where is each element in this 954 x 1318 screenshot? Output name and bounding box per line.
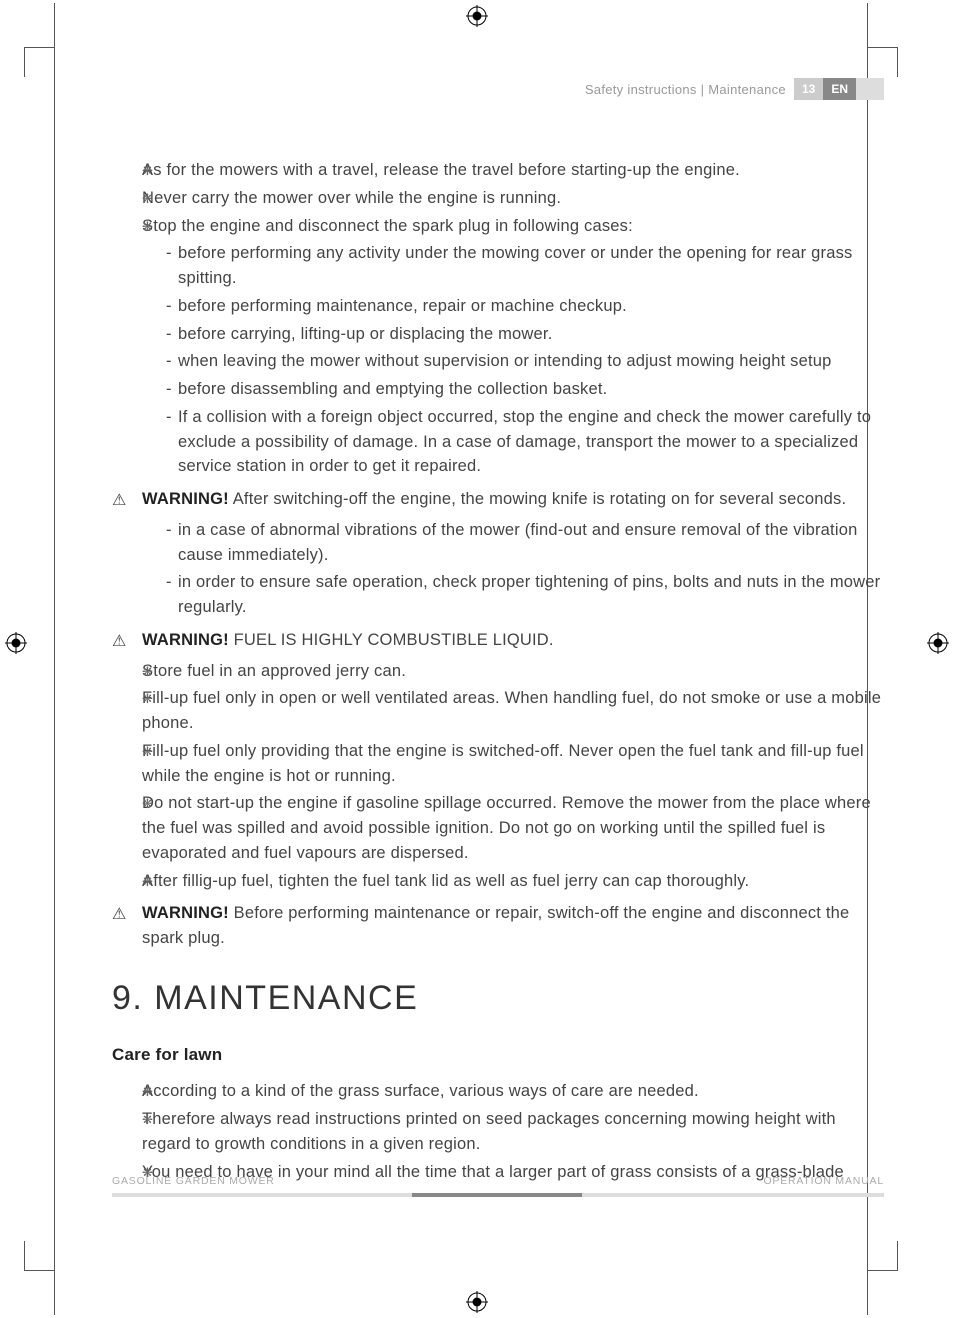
footer-bar bbox=[112, 1193, 884, 1197]
footer-bar-dark bbox=[412, 1193, 582, 1197]
bullet-list-1: As for the mowers with a travel, release… bbox=[112, 158, 884, 238]
list-item: As for the mowers with a travel, release… bbox=[142, 158, 884, 183]
list-item: Store fuel in an approved jerry can. bbox=[142, 659, 884, 684]
warning-icon: ⚠ bbox=[112, 903, 127, 927]
sub-list-1: before performing any activity under the… bbox=[112, 241, 884, 479]
warning-3: ⚠ WARNING! Before performing maintenance… bbox=[112, 901, 884, 951]
crop-mark-br bbox=[868, 1241, 898, 1271]
sub-list-2: in a case of abnormal vibrations of the … bbox=[112, 518, 884, 620]
section-title: 9. MAINTENANCE bbox=[112, 973, 884, 1024]
sub-item: before carrying, lifting-up or displacin… bbox=[166, 322, 884, 347]
header-tail bbox=[856, 78, 884, 100]
page-footer: GASOLINE GARDEN MOWER OPERATION MANUAL bbox=[112, 1175, 884, 1197]
page-header: Safety instructions | Maintenance 13 EN bbox=[112, 78, 884, 100]
list-item: Fill-up fuel only in open or well ventil… bbox=[142, 686, 884, 736]
registration-mark-left bbox=[5, 632, 27, 654]
list-item: Stop the engine and disconnect the spark… bbox=[142, 214, 884, 239]
crop-mark-tl bbox=[24, 47, 54, 77]
sub-item: before performing any activity under the… bbox=[166, 241, 884, 291]
list-item: Do not start-up the engine if gasoline s… bbox=[142, 791, 884, 865]
bullet-list-2: Store fuel in an approved jerry can. Fil… bbox=[112, 659, 884, 894]
warning-label: WARNING! bbox=[142, 904, 229, 922]
warning-text: After switching-off the engine, the mowi… bbox=[229, 490, 846, 508]
list-item: Fill-up fuel only providing that the eng… bbox=[142, 739, 884, 789]
section-subtitle: Care for lawn bbox=[112, 1042, 884, 1068]
list-item: Never carry the mower over while the eng… bbox=[142, 186, 884, 211]
sub-item: before performing maintenance, repair or… bbox=[166, 294, 884, 319]
warning-icon: ⚠ bbox=[112, 630, 127, 654]
warning-label: WARNING! bbox=[142, 490, 229, 508]
language-badge: EN bbox=[823, 78, 856, 100]
footer-left: GASOLINE GARDEN MOWER bbox=[112, 1175, 275, 1187]
warning-text: Before performing maintenance or repair,… bbox=[142, 904, 849, 947]
sub-item: in order to ensure safe operation, check… bbox=[166, 570, 884, 620]
footer-right: OPERATION MANUAL bbox=[763, 1175, 884, 1187]
crop-mark-tr bbox=[868, 47, 898, 77]
warning-2: ⚠ WARNING! FUEL IS HIGHLY COMBUSTIBLE LI… bbox=[112, 628, 884, 653]
warning-label: WARNING! bbox=[142, 631, 229, 649]
page-number: 13 bbox=[794, 78, 823, 100]
list-item: Therefore always read instructions print… bbox=[142, 1107, 884, 1157]
registration-mark-top bbox=[466, 5, 488, 27]
sub-item: when leaving the mower without supervisi… bbox=[166, 349, 884, 374]
crop-line-left bbox=[54, 3, 55, 1315]
body-text: As for the mowers with a travel, release… bbox=[112, 158, 884, 1184]
registration-mark-bottom bbox=[466, 1291, 488, 1313]
sub-item: before disassembling and emptying the co… bbox=[166, 377, 884, 402]
crop-mark-bl bbox=[24, 1241, 54, 1271]
list-item: According to a kind of the grass surface… bbox=[142, 1079, 884, 1104]
bullet-list-3: According to a kind of the grass surface… bbox=[112, 1079, 884, 1184]
list-item: After fillig-up fuel, tighten the fuel t… bbox=[142, 869, 884, 894]
page-content: Safety instructions | Maintenance 13 EN … bbox=[112, 78, 884, 1187]
registration-mark-right bbox=[927, 632, 949, 654]
sub-item: If a collision with a foreign object occ… bbox=[166, 405, 884, 479]
sub-item: in a case of abnormal vibrations of the … bbox=[166, 518, 884, 568]
warning-1: ⚠ WARNING! After switching-off the engin… bbox=[112, 487, 884, 512]
breadcrumb: Safety instructions | Maintenance bbox=[585, 82, 786, 97]
warning-text: FUEL IS HIGHLY COMBUSTIBLE LIQUID. bbox=[229, 631, 554, 649]
warning-icon: ⚠ bbox=[112, 489, 127, 513]
